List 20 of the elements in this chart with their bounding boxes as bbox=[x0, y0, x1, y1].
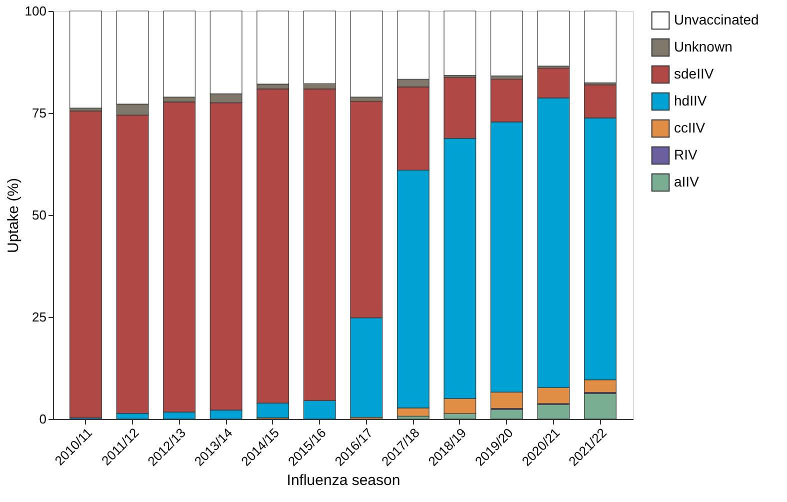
bar bbox=[444, 10, 476, 76]
legend-label: hdIIV bbox=[674, 92, 708, 108]
bar bbox=[350, 10, 383, 98]
y-tick-label: 25 bbox=[32, 310, 46, 324]
legend-label: Unvaccinated bbox=[674, 12, 759, 28]
y-tick-label: 50 bbox=[32, 208, 46, 222]
bar bbox=[584, 10, 616, 84]
legend-label: aIIV bbox=[674, 174, 700, 190]
x-axis-title: Influenza season bbox=[286, 472, 400, 489]
y-tick-label: 100 bbox=[24, 4, 46, 18]
bar bbox=[70, 10, 102, 108]
legend-label: Unknown bbox=[674, 38, 732, 54]
bar bbox=[537, 10, 570, 66]
bar bbox=[490, 10, 523, 76]
legend-label: RIV bbox=[674, 146, 698, 162]
legend-label: ccIIV bbox=[674, 120, 706, 136]
y-tick-label: 75 bbox=[32, 106, 46, 120]
legend-label: sdeIIV bbox=[674, 66, 714, 82]
y-tick-label: 0 bbox=[39, 412, 46, 426]
y-axis-title: Uptake (%) bbox=[4, 178, 22, 254]
